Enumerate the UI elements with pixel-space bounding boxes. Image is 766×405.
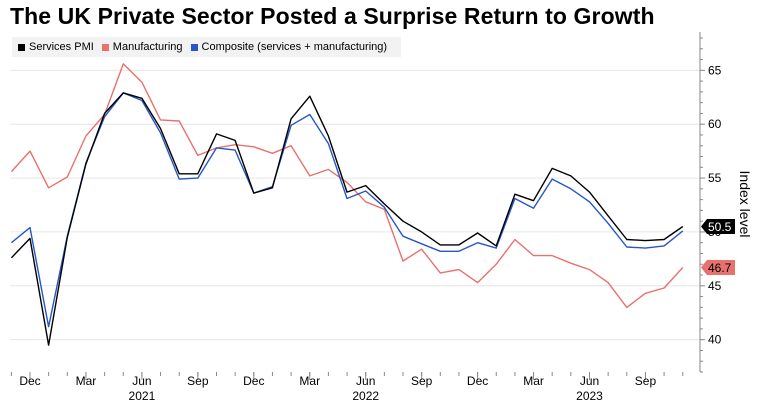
x-tick-label: Mar xyxy=(523,374,544,388)
x-tick-label: Dec xyxy=(243,374,264,388)
chart-title: The UK Private Sector Posted a Surprise … xyxy=(10,3,655,29)
x-tick-label: Jun xyxy=(132,374,151,388)
y-axis-label: Index level xyxy=(737,171,753,238)
series-line-composite xyxy=(10,92,684,328)
y-tick-label: 40 xyxy=(708,333,722,347)
x-tick-label: Dec xyxy=(19,374,40,388)
x-axis: Dec Mar Jun Sep Dec Mar Jun Sep Dec Mar Jun Sep 2021… xyxy=(10,372,684,403)
legend-swatch-manufacturing xyxy=(101,43,109,51)
last-value-label: 50.5 xyxy=(708,220,732,234)
legend-label-composite: Composite (services + manufacturing) xyxy=(201,41,388,53)
series-lines xyxy=(10,63,684,346)
y-tick-label: 60 xyxy=(708,117,722,131)
y-tick-label: 55 xyxy=(708,171,722,185)
value-tag-bg xyxy=(701,219,735,235)
series-line-manufacturing xyxy=(10,63,684,309)
x-tick-label: Jun xyxy=(580,374,599,388)
x-tick-label: Mar xyxy=(299,374,320,388)
value-tag-bg xyxy=(701,259,735,275)
y-axis: 404550556065 xyxy=(699,32,722,373)
x-tick-label: Mar xyxy=(76,374,97,388)
x-tick-label: Dec xyxy=(467,374,488,388)
x-tick-label: Sep xyxy=(187,374,209,388)
legend-item-services: Services PMI xyxy=(18,41,94,53)
y-tick-label: 45 xyxy=(708,279,722,293)
gridlines xyxy=(10,69,700,341)
x-tick-label: Sep xyxy=(411,374,433,388)
legend: Services PMI Manufacturing Composite (se… xyxy=(12,37,402,57)
x-year-label: 2023 xyxy=(576,389,603,403)
x-tick-label: Jun xyxy=(356,374,375,388)
legend-swatch-composite xyxy=(190,43,198,51)
legend-label-manufacturing: Manufacturing xyxy=(112,41,183,53)
legend-item-manufacturing: Manufacturing xyxy=(101,41,183,53)
y-tick-label: 65 xyxy=(708,63,722,77)
x-year-label: 2022 xyxy=(352,389,379,403)
legend-item-composite: Composite (services + manufacturing) xyxy=(190,41,388,53)
legend-label-services: Services PMI xyxy=(29,41,94,53)
x-tick-label: Sep xyxy=(635,374,657,388)
x-year-label: 2021 xyxy=(129,389,156,403)
legend-swatch-services xyxy=(18,43,25,51)
series-line-services xyxy=(10,92,684,346)
last-value-label: 46.7 xyxy=(708,261,732,275)
last-value-labels: 50.5 46.7 xyxy=(701,219,735,275)
